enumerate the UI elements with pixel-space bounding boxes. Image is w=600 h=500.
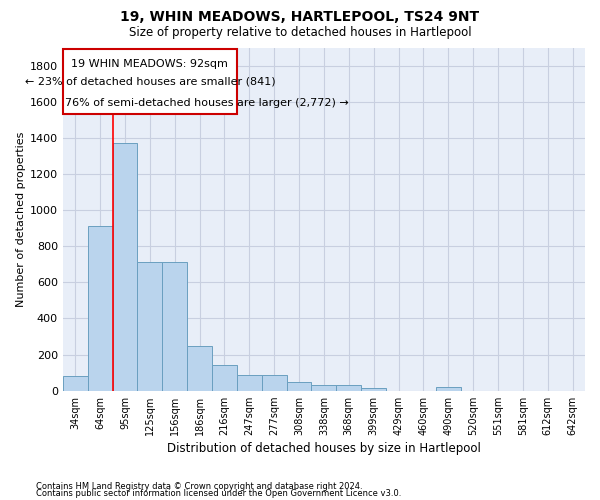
Bar <box>162 262 187 390</box>
Bar <box>88 226 113 390</box>
Y-axis label: Number of detached properties: Number of detached properties <box>16 132 26 307</box>
Text: Contains HM Land Registry data © Crown copyright and database right 2024.: Contains HM Land Registry data © Crown c… <box>36 482 362 491</box>
Text: 76% of semi-detached houses are larger (2,772) →: 76% of semi-detached houses are larger (… <box>65 98 349 108</box>
Text: 19, WHIN MEADOWS, HARTLEPOOL, TS24 9NT: 19, WHIN MEADOWS, HARTLEPOOL, TS24 9NT <box>121 10 479 24</box>
X-axis label: Distribution of detached houses by size in Hartlepool: Distribution of detached houses by size … <box>167 442 481 455</box>
Bar <box>237 375 262 390</box>
Bar <box>311 386 337 390</box>
Text: 19 WHIN MEADOWS: 92sqm: 19 WHIN MEADOWS: 92sqm <box>71 58 228 68</box>
Bar <box>361 388 386 390</box>
Text: Contains public sector information licensed under the Open Government Licence v3: Contains public sector information licen… <box>36 490 401 498</box>
Text: Size of property relative to detached houses in Hartlepool: Size of property relative to detached ho… <box>128 26 472 39</box>
FancyBboxPatch shape <box>63 50 237 114</box>
Bar <box>187 346 212 391</box>
Bar <box>63 376 88 390</box>
Bar <box>212 366 237 390</box>
Bar <box>262 375 287 390</box>
Bar <box>436 387 461 390</box>
Text: ← 23% of detached houses are smaller (841): ← 23% of detached houses are smaller (84… <box>25 77 275 87</box>
Bar <box>287 382 311 390</box>
Bar <box>113 143 137 390</box>
Bar <box>337 386 361 390</box>
Bar <box>137 262 162 390</box>
